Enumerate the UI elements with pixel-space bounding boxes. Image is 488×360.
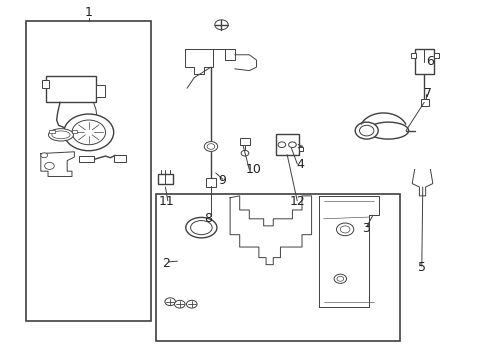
Bar: [433, 53, 438, 58]
Text: 8: 8: [204, 212, 212, 225]
Bar: [26, 21, 151, 321]
Bar: [96, 85, 104, 97]
Ellipse shape: [48, 129, 73, 141]
Bar: [414, 49, 433, 74]
Bar: [79, 156, 93, 162]
Ellipse shape: [185, 217, 217, 238]
Circle shape: [164, 298, 175, 306]
Bar: [45, 76, 96, 102]
Bar: [206, 178, 215, 187]
Circle shape: [64, 114, 113, 151]
Text: 4: 4: [296, 158, 304, 171]
Circle shape: [72, 120, 105, 145]
Text: 1: 1: [84, 6, 93, 19]
Circle shape: [336, 276, 343, 281]
Circle shape: [354, 122, 377, 139]
Bar: [49, 130, 55, 133]
Circle shape: [278, 142, 285, 148]
Bar: [410, 53, 415, 58]
Ellipse shape: [52, 131, 70, 139]
Circle shape: [340, 226, 349, 233]
Circle shape: [359, 125, 373, 136]
Circle shape: [186, 300, 197, 308]
Text: 6: 6: [426, 55, 433, 68]
Text: 10: 10: [244, 163, 261, 176]
Bar: [239, 138, 250, 145]
Bar: [42, 80, 49, 87]
Circle shape: [204, 141, 217, 152]
Circle shape: [241, 150, 248, 156]
Bar: [71, 130, 77, 133]
Bar: [298, 147, 303, 151]
Bar: [275, 134, 298, 155]
Ellipse shape: [190, 221, 212, 235]
Circle shape: [174, 300, 184, 308]
Text: 9: 9: [218, 174, 225, 187]
Text: 11: 11: [159, 195, 174, 208]
Text: 5: 5: [417, 261, 425, 274]
Circle shape: [333, 274, 346, 283]
Text: 12: 12: [289, 195, 305, 208]
Circle shape: [44, 162, 54, 170]
Circle shape: [336, 223, 353, 236]
Text: 2: 2: [162, 257, 170, 270]
Circle shape: [288, 142, 296, 148]
Bar: [114, 154, 126, 162]
Bar: [420, 99, 428, 106]
Bar: [158, 174, 172, 184]
Circle shape: [41, 153, 47, 158]
Circle shape: [207, 144, 214, 149]
Circle shape: [214, 20, 228, 30]
Bar: [156, 194, 399, 341]
Text: 3: 3: [362, 222, 369, 235]
Text: 7: 7: [423, 87, 431, 100]
Ellipse shape: [367, 122, 408, 139]
